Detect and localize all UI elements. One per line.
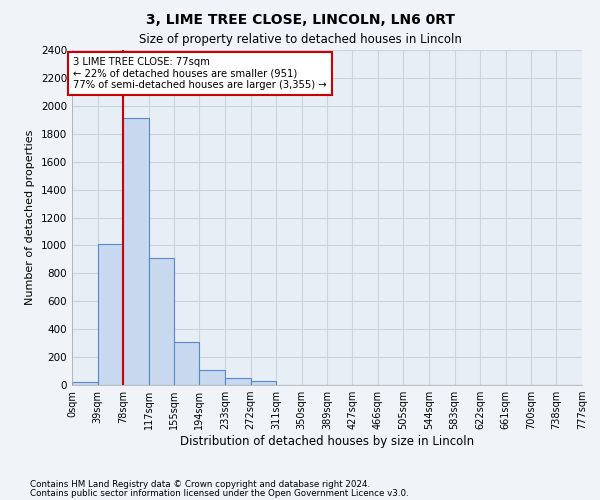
Bar — [174, 342, 199, 385]
X-axis label: Distribution of detached houses by size in Lincoln: Distribution of detached houses by size … — [180, 435, 474, 448]
Text: 3 LIME TREE CLOSE: 77sqm
← 22% of detached houses are smaller (951)
77% of semi-: 3 LIME TREE CLOSE: 77sqm ← 22% of detach… — [73, 57, 327, 90]
Bar — [123, 118, 149, 385]
Text: Contains public sector information licensed under the Open Government Licence v3: Contains public sector information licen… — [30, 488, 409, 498]
Bar — [98, 244, 123, 385]
Bar — [149, 258, 174, 385]
Bar — [251, 381, 276, 385]
Bar — [225, 378, 251, 385]
Bar — [72, 382, 98, 385]
Y-axis label: Number of detached properties: Number of detached properties — [25, 130, 35, 305]
Text: Size of property relative to detached houses in Lincoln: Size of property relative to detached ho… — [139, 32, 461, 46]
Bar — [199, 370, 225, 385]
Text: 3, LIME TREE CLOSE, LINCOLN, LN6 0RT: 3, LIME TREE CLOSE, LINCOLN, LN6 0RT — [146, 12, 455, 26]
Text: Contains HM Land Registry data © Crown copyright and database right 2024.: Contains HM Land Registry data © Crown c… — [30, 480, 370, 489]
